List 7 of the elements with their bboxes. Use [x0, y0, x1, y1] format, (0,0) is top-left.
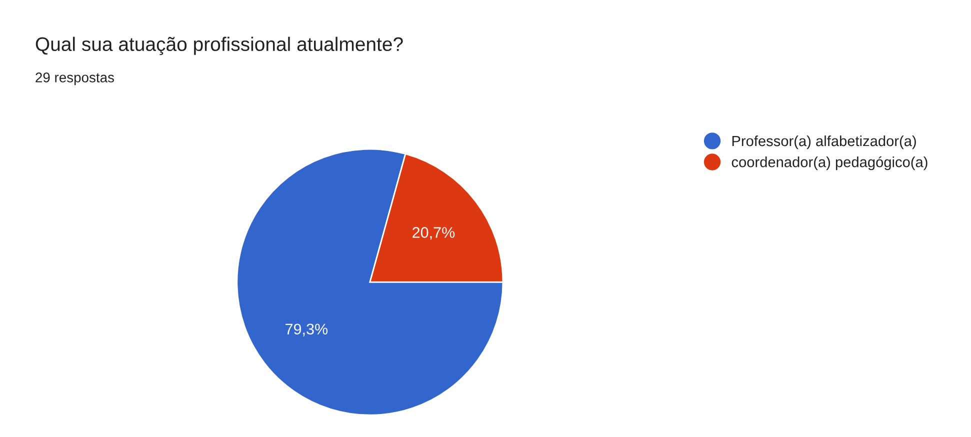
pie-slice — [236, 148, 504, 416]
data-label: 20,7% — [412, 227, 455, 240]
chart-title: Qual sua atuação profissional atualmente? — [36, 36, 403, 55]
text: 29 respostas — [36, 72, 114, 86]
legend-label: Professor(a) alfabetizador(a) — [732, 135, 916, 150]
data-label: 79,3% — [286, 324, 328, 336]
legend-label: coordenador(a) pedagógico(a) — [732, 156, 928, 170]
